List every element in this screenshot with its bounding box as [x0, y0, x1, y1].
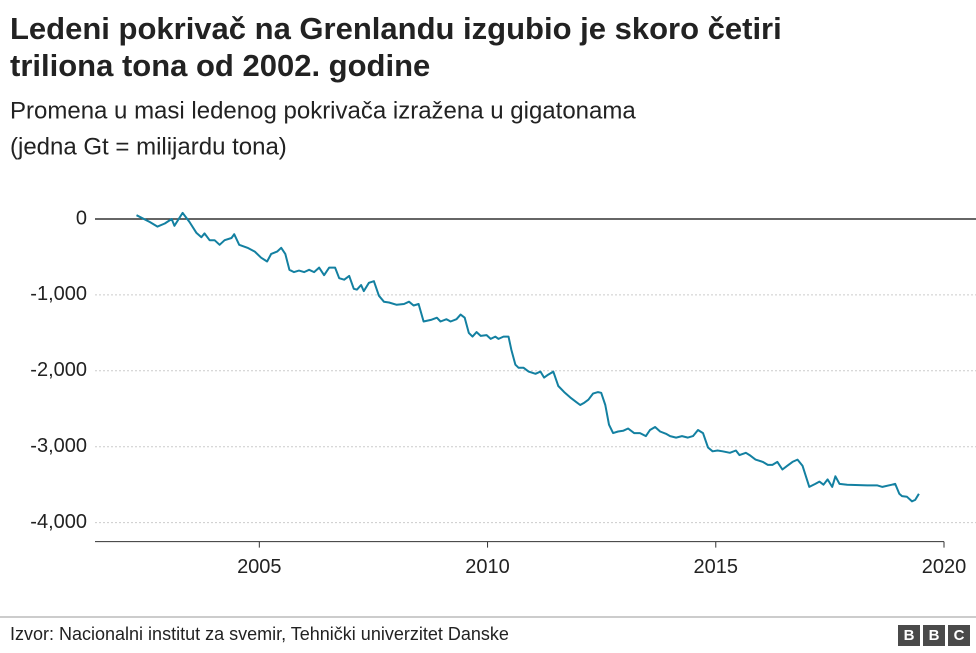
line: [136, 211, 920, 503]
logo-letter: B: [929, 627, 940, 644]
y-tick-label: -3,000: [30, 435, 87, 457]
x-tick-label: 2010: [465, 556, 510, 578]
y-tick-label: -4,000: [30, 511, 87, 533]
chart-subtitle: (jedna Gt = milijardu tona): [10, 133, 287, 160]
logo-box: [948, 625, 970, 646]
y-tick-label: 0: [76, 207, 87, 229]
x-tick-label: 2020: [922, 556, 967, 578]
logo-letter: C: [954, 627, 965, 644]
x-tick-label: 2005: [237, 556, 282, 578]
logo-box: [923, 625, 945, 646]
chart-title: triliona tona od 2002. godine: [10, 48, 430, 83]
y-tick-label: -1,000: [30, 283, 87, 305]
x-tick-label: 2015: [694, 556, 739, 578]
chart-subtitle: Promena u masi ledenog pokrivača izražen…: [10, 97, 636, 124]
y-tick-label: -2,000: [30, 359, 87, 381]
logo-letter: B: [904, 627, 915, 644]
chart-title: Ledeni pokrivač na Grenlandu izgubio je …: [10, 11, 782, 46]
logo-box: [898, 625, 920, 646]
source: Izvor: Nacionalni institut za svemir, Te…: [10, 624, 509, 644]
